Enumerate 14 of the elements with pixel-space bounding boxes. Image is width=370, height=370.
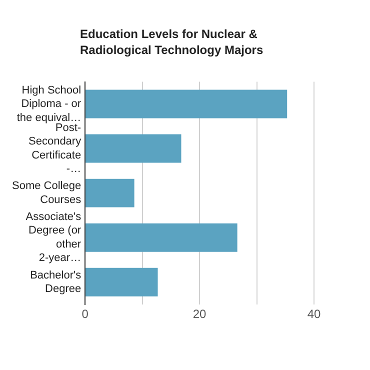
x-tick-label: 0 bbox=[82, 306, 89, 321]
bar bbox=[86, 268, 158, 296]
chart-title: Education Levels for Nuclear & Radiological Technology Majors bbox=[79, 26, 264, 58]
y-tick-label: Associate's Degree (or other 2-year… bbox=[26, 210, 82, 264]
x-tick-label: 40 bbox=[307, 306, 321, 321]
x-tick-label: 20 bbox=[192, 306, 207, 321]
y-tick-label: Some College Courses bbox=[12, 180, 82, 206]
bar bbox=[86, 90, 288, 118]
y-tick-label: Post-Secondary Certificate -… bbox=[28, 122, 82, 176]
y-tick-label: High School Diploma - or the equival… bbox=[16, 84, 82, 124]
bar bbox=[86, 223, 238, 252]
y-tick-label: Bachelor's Degree bbox=[30, 269, 82, 296]
bar bbox=[86, 134, 182, 163]
bar bbox=[86, 178, 134, 208]
